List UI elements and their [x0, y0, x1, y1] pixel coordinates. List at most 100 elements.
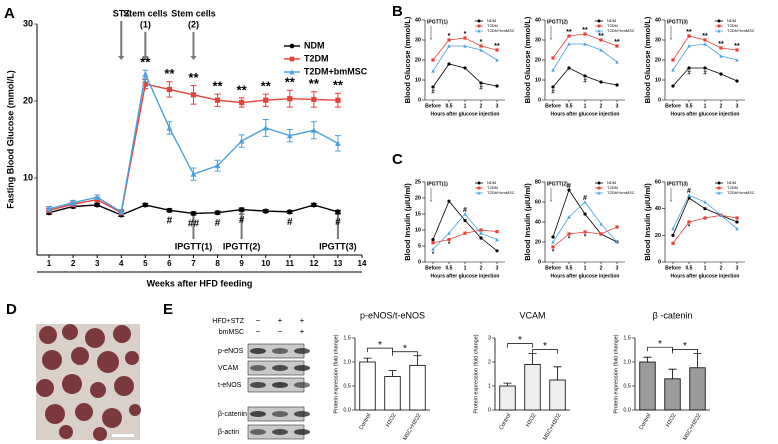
- y-tick-label: 10: [23, 172, 33, 182]
- marker: [599, 80, 603, 84]
- annotation: *: [464, 31, 467, 38]
- marker: [671, 233, 675, 237]
- y-tick-label: 40: [535, 17, 541, 23]
- chart-title: β -catenin: [653, 310, 693, 320]
- marker: [190, 210, 197, 217]
- annotation: *: [432, 252, 435, 258]
- marker: [717, 186, 721, 190]
- marker: [687, 34, 691, 38]
- marker: [463, 231, 467, 235]
- x-tick-label: 1: [704, 265, 707, 271]
- marker: [719, 54, 723, 58]
- marker: [479, 48, 483, 52]
- marker: [287, 96, 293, 102]
- blot-band: [272, 429, 288, 435]
- y-tick-label: 10: [655, 77, 661, 83]
- annotation: #: [687, 188, 691, 195]
- blot-band: [250, 411, 266, 417]
- arrow-head: [118, 56, 125, 60]
- x-tick-label: 11: [286, 259, 295, 268]
- cell-cluster: [36, 379, 54, 397]
- x-tick-label: 2: [71, 259, 76, 268]
- marker: [166, 86, 173, 93]
- x-tick-label: 3: [736, 103, 739, 109]
- cell-cluster: [75, 403, 93, 421]
- x-tick-label: 2: [600, 103, 603, 109]
- arrow-head: [429, 200, 433, 202]
- chart-title: IPGTT(2): [547, 181, 568, 187]
- marker: [599, 232, 603, 236]
- annotation: ##: [188, 219, 200, 230]
- annotation: **: [494, 43, 500, 50]
- event-label: (2): [188, 19, 199, 29]
- marker: [719, 46, 723, 50]
- panel-letter: D: [6, 301, 17, 318]
- x-axis-title: Hours after glucose injection: [551, 111, 620, 117]
- y-tick-label: 0: [418, 97, 421, 103]
- marker: [551, 56, 555, 60]
- blot-band: [272, 348, 288, 354]
- x-tick-label: 3: [616, 103, 619, 109]
- marker: [214, 162, 221, 169]
- annotation: #: [479, 86, 483, 92]
- x-tick-label: Before: [665, 103, 681, 109]
- marker: [495, 237, 499, 242]
- x-axis-title: Weeks after HFD feeding: [147, 278, 253, 288]
- marker: [567, 215, 571, 219]
- chart-title: IPGTT(1): [427, 19, 448, 25]
- marker: [703, 42, 707, 46]
- marker: [289, 69, 295, 75]
- bar: [549, 379, 566, 411]
- y-tick-label: 80: [535, 179, 541, 185]
- marker: [335, 97, 341, 103]
- marker: [463, 66, 467, 70]
- blot-band: [294, 348, 310, 354]
- x-tick-label: 12: [309, 259, 318, 268]
- x-tick-label: 0.5: [446, 265, 453, 271]
- x-tick-label: 13: [333, 259, 342, 268]
- marker: [583, 200, 587, 204]
- y-tick-label: 5: [418, 243, 421, 249]
- y-tick-label: 0.0: [623, 407, 631, 413]
- y-axis-title: Protein expression (fold change): [613, 334, 619, 413]
- marker: [263, 208, 269, 214]
- x-tick-label: 5: [143, 259, 148, 268]
- legend-label: T2DM: [487, 23, 498, 28]
- event-label: Stem cells: [171, 8, 216, 18]
- significance-bracket: [532, 349, 558, 354]
- annotation: #: [215, 218, 221, 229]
- marker: [463, 212, 467, 216]
- x-tick-label: 14: [358, 259, 367, 268]
- marker: [287, 209, 293, 215]
- marker: [583, 42, 587, 46]
- y-tick-label: 60: [655, 179, 661, 185]
- blot-row-label: VCAM: [218, 365, 238, 372]
- marker: [142, 70, 149, 77]
- y-tick-label: 1.5: [343, 335, 351, 341]
- error-bar: [503, 382, 512, 386]
- chart-title: IPGTT(3): [667, 181, 688, 187]
- y-tick-label: 20: [655, 233, 661, 239]
- annotation: #: [335, 217, 341, 228]
- x-tick-label: 1: [47, 259, 52, 268]
- cell-cluster: [59, 425, 73, 439]
- marker: [495, 230, 499, 234]
- marker: [479, 231, 483, 235]
- blot-band: [250, 429, 266, 435]
- marker: [463, 36, 467, 40]
- blot-row-label: β-actin: [218, 429, 239, 436]
- marker: [583, 212, 587, 216]
- marker: [447, 44, 451, 48]
- marker: [597, 191, 601, 195]
- marker: [447, 231, 451, 235]
- legend-label: NDM: [487, 18, 496, 23]
- blot-band: [272, 365, 288, 371]
- blot-band: [294, 382, 310, 388]
- y-axis-title: Protein expression (fold change): [473, 334, 479, 413]
- marker: [687, 193, 691, 197]
- x-tick-label: Before: [425, 265, 441, 271]
- error-bar: [388, 370, 397, 377]
- y-tick-label: 40: [535, 219, 541, 225]
- y-tick-label: 25: [415, 179, 421, 185]
- marker: [118, 208, 125, 215]
